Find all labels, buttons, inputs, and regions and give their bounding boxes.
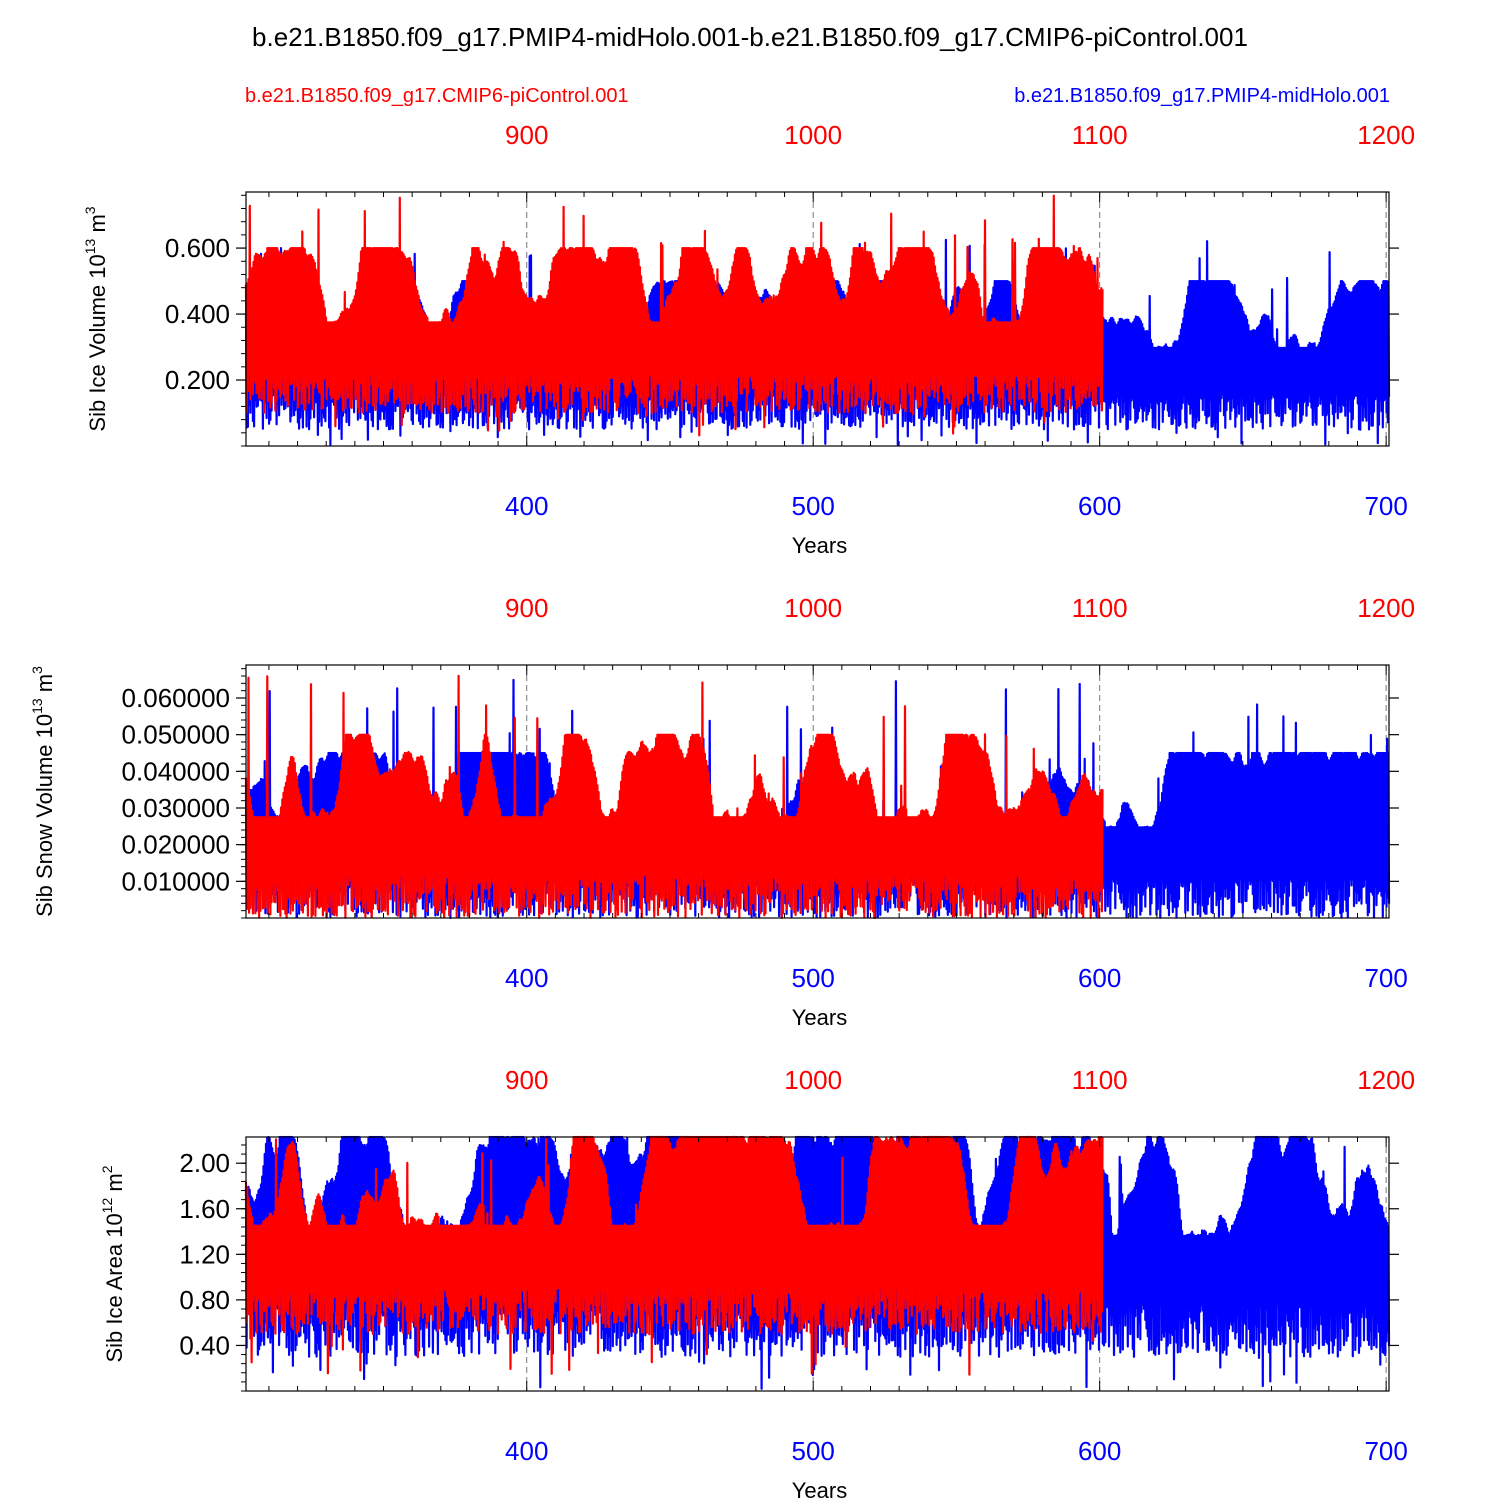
plot-frame	[245, 1136, 1390, 1392]
legend-label-blue: b.e21.B1850.f09_g17.PMIP4-midHolo.001	[1014, 85, 1390, 107]
series-line-red	[244, 194, 1104, 437]
y-axis-label-superscript: 13	[82, 238, 98, 254]
y-axis-label-superscript: 3	[82, 206, 98, 214]
y-tick-label: 1.60	[179, 1194, 230, 1224]
y-axis-label-superscript: 13	[29, 698, 45, 714]
plot-frame	[245, 191, 1390, 447]
chart-panel-1: 0.200 0.400 0.600 400 500 600 700 900 1000 1100 12…	[82, 120, 1415, 558]
bottom-x-tick-label: 400	[505, 1436, 548, 1466]
x-axis-label: Years	[792, 1478, 847, 1500]
bottom-x-tick-label: 700	[1364, 1436, 1407, 1466]
top-x-tick-label: 1200	[1357, 1065, 1415, 1095]
bottom-x-tick-label: 600	[1078, 491, 1121, 521]
x-axis-label: Years	[792, 533, 847, 558]
y-tick-label: 0.600	[165, 233, 230, 263]
legend-label-red: b.e21.B1850.f09_g17.CMIP6-piControl.001	[245, 85, 629, 107]
y-tick-label: 0.400	[165, 299, 230, 329]
top-x-tick-label: 1200	[1357, 120, 1415, 150]
y-axis-label-part: m	[102, 1173, 127, 1197]
y-tick-label: 0.050000	[122, 720, 230, 750]
series-line-red	[244, 674, 1104, 920]
y-axis-label-part: m	[32, 674, 57, 698]
y-tick-label: 0.060000	[122, 683, 230, 713]
chart-panel-2: 0.010000 0.020000 0.030000 0.040000 0.050000…	[29, 593, 1415, 1030]
y-tick-label: 0.030000	[122, 793, 230, 823]
plot-frame	[245, 664, 1390, 919]
y-tick-label: 0.80	[179, 1285, 230, 1315]
y-axis-label: Sib Ice Volume 1013 m3	[82, 206, 110, 431]
top-x-tick-label: 1100	[1072, 1065, 1128, 1095]
x-axis-label: Years	[792, 1005, 847, 1030]
bottom-x-tick-label: 500	[792, 963, 835, 993]
bottom-x-tick-label: 500	[792, 491, 835, 521]
top-x-tick-label: 1000	[784, 593, 842, 623]
bottom-x-tick-label: 400	[505, 963, 548, 993]
y-axis-label-superscript: 12	[99, 1198, 115, 1214]
y-axis-label-superscript: 3	[29, 666, 45, 674]
top-x-tick-label: 1200	[1357, 593, 1415, 623]
top-x-tick-label: 900	[505, 593, 548, 623]
series-line-red	[244, 1135, 1104, 1376]
bottom-x-tick-label: 700	[1364, 491, 1407, 521]
y-axis-label-part: Sib Ice Volume 10	[85, 254, 110, 431]
y-tick-label: 0.40	[179, 1330, 230, 1360]
bottom-x-tick-label: 600	[1078, 963, 1121, 993]
y-axis-label-superscript: 2	[99, 1165, 115, 1173]
top-x-tick-label: 1100	[1072, 120, 1128, 150]
y-axis-label-part: Sib Snow Volume 10	[32, 714, 57, 917]
y-axis-label-part: m	[85, 214, 110, 238]
y-tick-label: 0.010000	[122, 866, 230, 896]
chart-panel-3: 0.40 0.80 1.20 1.60 2.00 400 500 600 700 900 1000 1…	[99, 1065, 1415, 1500]
top-x-tick-label: 1000	[784, 1065, 842, 1095]
y-tick-label: 0.200	[165, 365, 230, 395]
bottom-x-tick-label: 500	[792, 1436, 835, 1466]
y-tick-label: 1.20	[179, 1239, 230, 1269]
y-axis-label-part: Sib Ice Area 10	[102, 1213, 127, 1362]
top-x-tick-label: 900	[505, 120, 548, 150]
top-x-tick-label: 1100	[1072, 593, 1128, 623]
figure-title: b.e21.B1850.f09_g17.PMIP4-midHolo.001-b.…	[252, 22, 1248, 52]
bottom-x-tick-label: 400	[505, 491, 548, 521]
y-axis-label: Sib Snow Volume 1013 m3	[29, 666, 57, 917]
bottom-x-tick-label: 700	[1364, 963, 1407, 993]
y-tick-label: 2.00	[179, 1148, 230, 1178]
y-tick-label: 0.020000	[122, 830, 230, 860]
y-tick-label: 0.040000	[122, 756, 230, 786]
y-axis-label: Sib Ice Area 1012 m2	[99, 1165, 127, 1362]
top-x-tick-label: 900	[505, 1065, 548, 1095]
top-x-tick-label: 1000	[784, 120, 842, 150]
bottom-x-tick-label: 600	[1078, 1436, 1121, 1466]
